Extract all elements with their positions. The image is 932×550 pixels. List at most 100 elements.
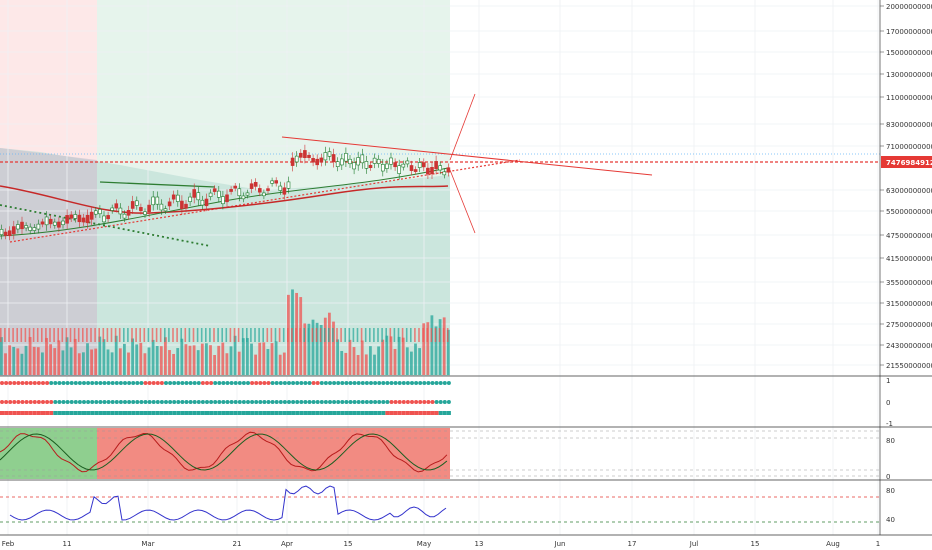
signal-dot xyxy=(241,381,246,385)
volume-bar xyxy=(410,328,412,342)
volume-bar xyxy=(250,343,253,375)
volume-bar xyxy=(356,328,359,342)
signal-dot xyxy=(102,400,107,404)
signal-dot xyxy=(106,381,111,385)
signal-dot xyxy=(155,400,160,404)
indicator-axis-label: 80 xyxy=(886,487,895,495)
volume-bar xyxy=(332,328,334,342)
price-axis[interactable]: 200000000000 170000000000 150000000000 1300… xyxy=(880,3,932,370)
volume-bar xyxy=(82,328,84,342)
signal-dot xyxy=(16,381,21,385)
signal-dot xyxy=(344,400,349,404)
indicator-axis-label: 80 xyxy=(886,437,895,445)
candle xyxy=(52,221,57,226)
signal-dot xyxy=(397,400,402,404)
signal-square xyxy=(164,411,168,415)
volume-bar xyxy=(311,319,315,375)
signal-dot xyxy=(188,400,193,404)
signal-square xyxy=(147,411,152,415)
signal-dot xyxy=(291,381,296,385)
volume-bar xyxy=(254,328,256,342)
signal-dot xyxy=(213,400,218,404)
dot-indicator-panel xyxy=(0,381,451,415)
signal-dot xyxy=(307,381,312,385)
volume-bar xyxy=(377,346,380,375)
signal-square xyxy=(414,411,419,415)
volume-bar xyxy=(209,328,211,342)
price-axis-label: 71000000000 xyxy=(886,143,932,151)
signal-square xyxy=(61,411,66,415)
signal-square xyxy=(86,411,91,415)
signal-dot xyxy=(287,381,291,385)
signal-dot xyxy=(94,400,99,404)
price-axis-label: 63000000000 xyxy=(886,187,932,195)
volume-bar xyxy=(303,328,305,342)
signal-dot xyxy=(352,400,357,404)
volume-bar xyxy=(442,317,446,375)
volume-bar xyxy=(221,328,223,342)
signal-square xyxy=(311,411,316,415)
candle xyxy=(114,203,119,209)
signal-dot xyxy=(278,400,283,404)
price-axis-label: 41500000000 xyxy=(886,255,932,263)
candle xyxy=(32,227,37,231)
signal-dot xyxy=(373,400,378,404)
candle xyxy=(286,181,291,189)
volume-bar xyxy=(94,348,98,375)
signal-dot xyxy=(385,400,390,404)
signal-square xyxy=(287,411,291,415)
volume-bar xyxy=(188,345,192,375)
signal-dot xyxy=(364,400,369,404)
signal-square xyxy=(274,411,279,415)
signal-dot xyxy=(69,381,74,385)
signal-square xyxy=(393,411,398,415)
stochastic-panel xyxy=(0,428,880,479)
volume-bar xyxy=(102,328,105,342)
volume-bar xyxy=(323,317,327,375)
candle xyxy=(16,224,20,230)
signal-square xyxy=(258,411,263,415)
volume-bar xyxy=(246,338,249,375)
candle xyxy=(94,210,98,215)
signal-dot xyxy=(229,400,234,404)
signal-dot xyxy=(410,381,414,385)
time-axis[interactable]: Feb 11 Mar 21 Apr 15 May 13 Jun 17 Jul 15 Aug 1 xyxy=(2,540,880,548)
volume-bar xyxy=(229,346,233,375)
signal-dot xyxy=(176,400,181,404)
signal-square xyxy=(205,411,209,415)
volume-bar xyxy=(200,328,203,342)
signal-dot xyxy=(401,381,406,385)
volume-bar xyxy=(86,328,88,342)
volume-bar xyxy=(192,328,195,342)
volume-bar xyxy=(131,328,133,342)
signal-square xyxy=(266,411,271,415)
candle xyxy=(434,161,438,170)
candle xyxy=(274,180,279,184)
signal-dot xyxy=(24,400,29,404)
volume-bar xyxy=(123,343,126,375)
candle xyxy=(135,200,139,206)
candle xyxy=(139,207,143,212)
signal-dot xyxy=(114,381,119,385)
signal-dot xyxy=(446,400,451,404)
signal-dot xyxy=(45,400,50,404)
volume-bar xyxy=(250,328,252,342)
signal-square xyxy=(135,411,140,415)
candle xyxy=(266,188,270,191)
signal-dot xyxy=(221,400,226,404)
signal-square xyxy=(430,411,435,415)
signal-square xyxy=(385,411,390,415)
signal-square xyxy=(270,411,275,415)
candle xyxy=(200,199,205,206)
signal-dot xyxy=(184,381,189,385)
volume-bar xyxy=(61,350,65,375)
signal-dot xyxy=(434,381,439,385)
volume-bar xyxy=(274,328,277,342)
volume-bar xyxy=(221,342,225,375)
volume-bar xyxy=(24,345,28,375)
signal-dot xyxy=(24,381,29,385)
signal-dot xyxy=(315,381,320,385)
volume-bar xyxy=(164,337,167,375)
signal-dot xyxy=(98,400,103,404)
